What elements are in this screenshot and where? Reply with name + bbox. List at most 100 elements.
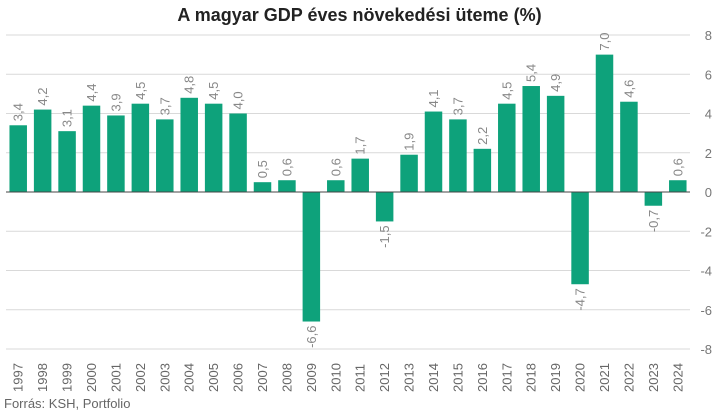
bar <box>327 180 345 192</box>
bar <box>669 180 687 192</box>
value-label: 4,5 <box>206 82 221 100</box>
x-tick-label: 2003 <box>157 363 172 392</box>
value-label: 3,1 <box>60 109 75 127</box>
bar <box>644 192 663 206</box>
bar <box>9 125 27 192</box>
x-tick-label: 1998 <box>35 363 50 392</box>
value-label: -0,7 <box>646 210 661 232</box>
x-tick-label: 2024 <box>670 363 685 392</box>
x-tick-label: 2019 <box>548 363 563 392</box>
value-label: 3,4 <box>11 103 26 121</box>
x-tick-label: 2013 <box>402 363 417 392</box>
x-tick-label: 2010 <box>328 363 343 392</box>
x-axis-tick-labels: 1997 1998 1999 2000 2001 2002 2003 2004 2005 2006… <box>11 363 686 392</box>
bar <box>449 119 467 192</box>
value-label: 1,9 <box>402 133 417 151</box>
y-tick-label: -6 <box>700 303 712 318</box>
value-label: 4,1 <box>426 89 441 107</box>
bar <box>82 105 101 192</box>
bar <box>58 131 76 192</box>
bar <box>33 109 52 192</box>
value-label: 0,6 <box>279 158 294 176</box>
y-tick-label: -8 <box>700 342 712 357</box>
value-label: 4,9 <box>548 74 563 92</box>
bar <box>571 192 589 285</box>
x-tick-label: 2007 <box>255 363 270 392</box>
bar <box>131 103 150 192</box>
chart-title: A magyar GDP éves növekedési üteme (%) <box>177 5 542 25</box>
value-label: 4,2 <box>35 87 50 105</box>
value-label: 3,7 <box>157 97 172 115</box>
x-tick-label: 2018 <box>524 363 539 392</box>
x-tick-label: 2005 <box>206 363 221 392</box>
x-tick-label: 2017 <box>499 363 514 392</box>
bar <box>498 103 516 192</box>
value-label: 2,2 <box>475 127 490 145</box>
x-tick-label: 2000 <box>84 363 99 392</box>
x-tick-label: 2008 <box>279 363 294 392</box>
y-tick-label: 0 <box>705 185 712 200</box>
value-label: 3,7 <box>450 97 465 115</box>
value-label: 4,5 <box>499 82 514 100</box>
bar <box>546 95 565 192</box>
bar <box>522 86 540 192</box>
value-label: 4,6 <box>621 80 636 98</box>
x-tick-label: 2009 <box>304 363 319 392</box>
y-axis-tick-labels: -8 -6 -4 -2 0 2 4 6 8 <box>700 28 712 357</box>
value-label: -1,5 <box>377 225 392 247</box>
x-tick-label: 2022 <box>621 363 636 392</box>
x-tick-label: 1997 <box>11 363 26 392</box>
value-label: 1,7 <box>353 137 368 155</box>
bar <box>302 192 321 322</box>
bar <box>107 115 125 192</box>
bar <box>351 158 369 192</box>
value-label: -4,7 <box>573 288 588 310</box>
value-label: 4,0 <box>231 91 246 109</box>
x-tick-label: 2021 <box>597 363 612 392</box>
x-tick-label: 2006 <box>231 363 246 392</box>
value-label: 0,6 <box>328 158 343 176</box>
value-label: 4,8 <box>182 76 197 94</box>
bar <box>375 192 394 222</box>
bar <box>156 119 174 192</box>
bar <box>473 148 492 192</box>
bar <box>278 180 296 192</box>
value-label: 7,0 <box>597 33 612 51</box>
y-tick-label: 4 <box>705 107 712 122</box>
bar <box>400 154 418 192</box>
x-tick-label: 2001 <box>108 363 123 392</box>
y-tick-label: 8 <box>705 28 712 43</box>
value-label: 5,4 <box>524 64 539 82</box>
x-tick-label: 2015 <box>450 363 465 392</box>
x-tick-label: 2011 <box>353 364 368 392</box>
bar <box>253 182 272 192</box>
value-label: 0,6 <box>670 158 685 176</box>
x-tick-label: 2023 <box>646 363 661 392</box>
bar <box>595 54 614 192</box>
value-label: -6,6 <box>304 326 319 348</box>
x-tick-label: 2014 <box>426 363 441 392</box>
value-labels: 3,4 4,2 3,1 4,4 3,9 4,5 3,7 4,8 4,5 4,0 0,5 0,6 -6,6… <box>11 33 686 348</box>
bar <box>424 111 443 192</box>
bar <box>204 103 223 192</box>
y-tick-label: -4 <box>700 264 712 279</box>
x-tick-label: 2020 <box>573 363 588 392</box>
value-label: 0,5 <box>255 160 270 178</box>
y-tick-label: -2 <box>700 224 712 239</box>
source-note: Forrás: KSH, Portfolio <box>4 396 131 411</box>
y-tick-label: 2 <box>705 146 712 161</box>
bars <box>9 54 687 322</box>
bar <box>180 97 198 192</box>
value-label: 4,5 <box>133 82 148 100</box>
bar <box>229 113 247 192</box>
x-tick-label: 2016 <box>475 363 490 392</box>
y-tick-label: 6 <box>705 67 712 82</box>
x-tick-label: 2002 <box>133 363 148 392</box>
x-tick-label: 2012 <box>377 363 392 392</box>
x-tick-label: 2004 <box>182 363 197 392</box>
value-label: 4,4 <box>84 84 99 102</box>
value-label: 3,9 <box>108 93 123 111</box>
x-tick-label: 1999 <box>60 363 75 392</box>
bar <box>620 101 638 192</box>
